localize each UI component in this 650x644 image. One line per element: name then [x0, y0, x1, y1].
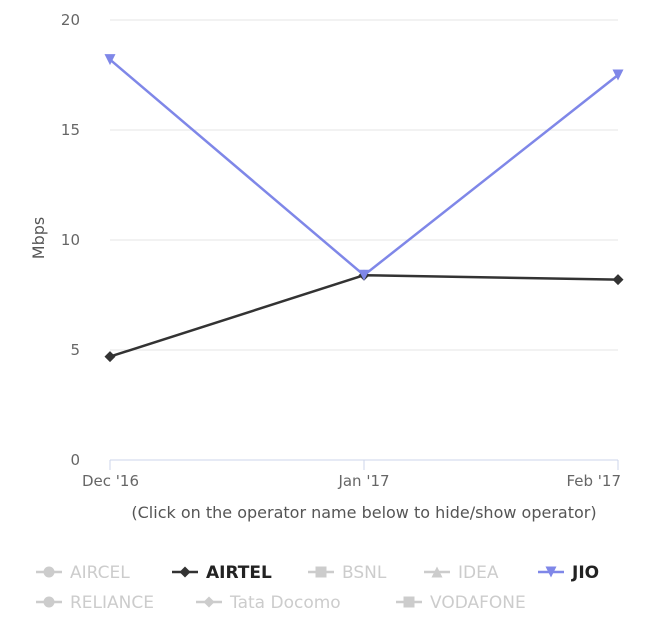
legend-label-jio: JIO [571, 563, 599, 583]
x-tick-label: Feb '17 [566, 472, 621, 490]
data-point-airtel [612, 274, 624, 286]
grid-lines [110, 19, 618, 461]
legend-marker-jio [545, 566, 557, 578]
series-jio [104, 54, 624, 281]
legend-label-bsnl: BSNL [342, 563, 387, 583]
y-tick-label: 0 [70, 451, 80, 469]
legend-marker-reliance [43, 596, 55, 608]
legend-marker-vodafone [403, 596, 415, 608]
series-line-jio [109, 58, 619, 277]
legend-marker-bsnl [315, 566, 327, 578]
y-tick-label: 10 [61, 231, 80, 249]
legend: AIRCEL AIRTEL BSNL IDEA JIO RELIANCE Tata Doco… [36, 563, 599, 613]
y-tick-label: 20 [61, 11, 80, 29]
legend-item-vodafone[interactable]: VODAFONE [396, 593, 526, 613]
data-point-jio [104, 54, 116, 66]
x-tick-label: Jan '17 [337, 472, 389, 490]
series-group [104, 54, 624, 363]
legend-label-idea: IDEA [458, 563, 499, 583]
data-point-jio [358, 269, 370, 281]
legend-label-airtel: AIRTEL [206, 563, 272, 583]
series-line-airtel [109, 273, 619, 358]
legend-label-reliance: RELIANCE [70, 593, 154, 613]
legend-label-vodafone: VODAFONE [430, 593, 526, 613]
legend-item-idea[interactable]: IDEA [424, 563, 499, 583]
legend-label-aircel: AIRCEL [70, 563, 130, 583]
legend-label-tata-docomo: Tata Docomo [229, 593, 341, 613]
legend-marker-idea [431, 566, 443, 578]
x-tick-label: Dec '16 [82, 472, 139, 490]
legend-marker-tata-docomo [203, 596, 215, 608]
data-point-airtel [104, 351, 116, 363]
legend-item-reliance[interactable]: RELIANCE [36, 593, 154, 613]
legend-item-jio[interactable]: JIO [538, 563, 599, 583]
legend-marker-airtel [179, 566, 191, 578]
series-airtel [104, 269, 624, 363]
y-axis-title: Mbps [29, 217, 48, 259]
legend-item-bsnl[interactable]: BSNL [308, 563, 387, 583]
x-axis: Dec '16 Jan '17 Feb '17 [82, 460, 621, 490]
legend-item-airtel[interactable]: AIRTEL [172, 563, 272, 583]
x-axis-title: (Click on the operator name below to hid… [131, 503, 596, 522]
data-point-jio [612, 69, 624, 81]
legend-item-tata-docomo[interactable]: Tata Docomo [196, 593, 341, 613]
legend-marker-aircel [43, 566, 55, 578]
y-tick-label: 5 [70, 341, 80, 359]
legend-item-aircel[interactable]: AIRCEL [36, 563, 130, 583]
y-tick-label: 15 [61, 121, 80, 139]
y-axis-ticks: 0 5 10 15 20 [61, 11, 80, 469]
